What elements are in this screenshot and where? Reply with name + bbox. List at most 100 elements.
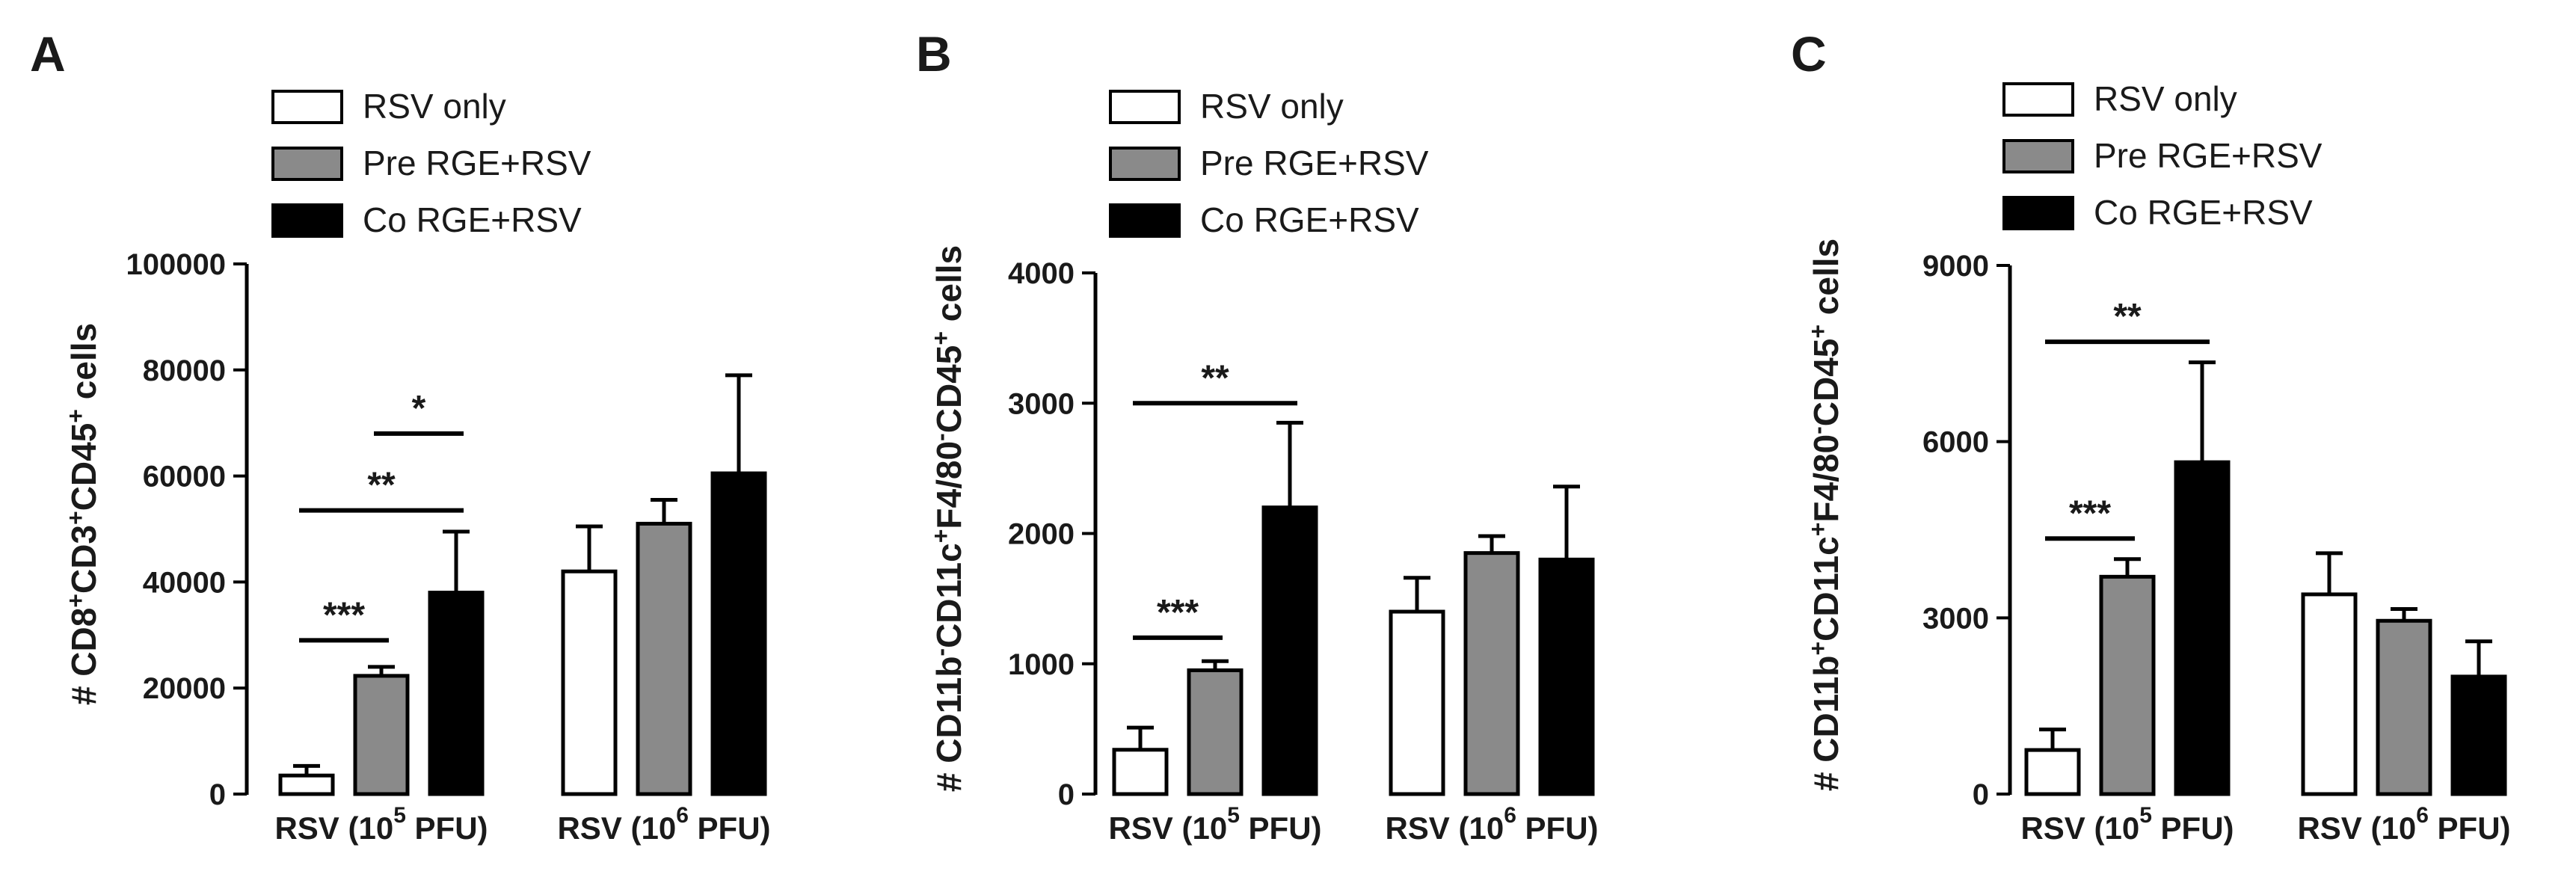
y-tick-label: 3000 — [1008, 387, 1075, 420]
legend-swatch — [1109, 147, 1181, 181]
y-axis-label-part: cells — [1807, 239, 1845, 325]
y-axis-label-part: CD45 — [64, 423, 103, 511]
bar — [561, 569, 618, 796]
bar — [636, 521, 692, 796]
y-axis-label-superscript: + — [927, 331, 954, 345]
y-tick-label: 3000 — [1922, 602, 1989, 635]
y-tick-label: 20000 — [143, 672, 226, 705]
legend-swatch — [2002, 82, 2074, 117]
y-tick-label: 2000 — [1008, 518, 1075, 551]
panel-letter: C — [1791, 26, 1827, 81]
y-axis-label-part: F4/80 — [1807, 434, 1845, 523]
legend-label: Pre RGE+RSV — [363, 144, 591, 182]
x-category-label-superscript: 5 — [393, 803, 406, 828]
legend-label: RSV only — [2094, 79, 2237, 118]
x-category-label-part: PFU) — [1240, 811, 1322, 846]
legend-swatch — [271, 90, 343, 124]
y-tick-label: 4000 — [1008, 257, 1075, 290]
x-category-label: RSV (105 PFU) — [2020, 803, 2234, 846]
x-category-label: RSV (106 PFU) — [2297, 803, 2510, 846]
y-axis-label-part: cells — [64, 323, 103, 409]
legend-swatch — [2002, 139, 2074, 173]
bar — [2024, 748, 2081, 796]
significance-label: *** — [323, 595, 365, 635]
bar — [2450, 674, 2507, 796]
legend-swatch — [1109, 203, 1181, 238]
y-axis-label-part: CD45 — [929, 345, 968, 434]
bar — [2099, 574, 2156, 796]
y-axis-label-part: CD3 — [64, 525, 103, 594]
y-tick-label: 0 — [1973, 778, 1989, 811]
y-axis-label-part: # CD11b — [1807, 656, 1845, 792]
x-category-label: RSV (105 PFU) — [1108, 803, 1321, 846]
bar — [710, 471, 767, 796]
y-axis-label-superscript: + — [1804, 325, 1831, 339]
bar — [428, 591, 485, 796]
y-tick-label: 60000 — [143, 461, 226, 493]
bar — [1538, 557, 1595, 796]
bar — [2174, 460, 2231, 796]
y-tick-label: 9000 — [1922, 250, 1989, 283]
y-tick-label: 40000 — [143, 566, 226, 599]
legend-label: Co RGE+RSV — [363, 200, 582, 239]
legend-swatch — [1109, 90, 1181, 124]
x-category-label-part: PFU) — [406, 811, 488, 846]
significance-label: ** — [367, 466, 396, 505]
significance-label: *** — [2069, 493, 2111, 533]
significance-label: *** — [1157, 593, 1199, 633]
y-axis-label-superscript: + — [927, 529, 954, 544]
y-tick-label: 0 — [209, 778, 226, 811]
y-tick-label: 80000 — [143, 354, 226, 387]
legend-label: Co RGE+RSV — [2094, 193, 2313, 232]
y-axis-label-part: CD11c — [929, 543, 968, 648]
legend-label: Pre RGE+RSV — [2094, 136, 2323, 175]
x-category-label-part: PFU) — [689, 811, 771, 846]
bar — [1112, 748, 1169, 796]
legend-swatch — [271, 147, 343, 181]
x-category-label: RSV (106 PFU) — [1385, 803, 1598, 846]
bar — [278, 773, 335, 796]
y-tick-label: 6000 — [1922, 426, 1989, 459]
x-category-label: RSV (105 PFU) — [274, 803, 488, 846]
legend-label: RSV only — [363, 87, 506, 126]
panel-c: C 0 3000 6000 9000 # CD11b+CD11c+F4/80-CD45+ … — [1791, 26, 2511, 846]
bar — [2301, 592, 2358, 796]
y-axis-label-superscript: + — [62, 409, 89, 423]
x-category-label-superscript: 5 — [2139, 803, 2152, 828]
x-category-label-part: RSV (10 — [557, 811, 676, 846]
bar — [1187, 668, 1244, 796]
x-category-label-superscript: 6 — [2416, 803, 2429, 828]
y-axis-label-part: # CD11b — [929, 656, 968, 793]
bar — [353, 674, 410, 796]
y-axis-label-part: F4/80 — [929, 441, 968, 529]
significance-label: * — [412, 389, 426, 428]
legend-label: Pre RGE+RSV — [1200, 144, 1429, 182]
bar — [2376, 618, 2432, 796]
y-axis-label: # CD11b+CD11c+F4/80-CD45+ cells — [1804, 239, 1845, 791]
y-axis-label-superscript: + — [62, 511, 89, 525]
bar — [1463, 551, 1520, 796]
x-category-label-part: PFU) — [2152, 811, 2234, 846]
panel-letter: A — [30, 26, 66, 81]
y-axis-label-superscript: + — [1804, 642, 1831, 656]
bar — [1261, 505, 1318, 796]
significance-label: ** — [2113, 297, 2142, 336]
y-axis-label-part: CD45 — [1807, 339, 1845, 427]
legend-swatch — [271, 203, 343, 238]
panel-letter: B — [916, 26, 952, 81]
bar — [1389, 609, 1445, 796]
y-axis-label-superscript: + — [62, 594, 89, 608]
y-axis-label-superscript: + — [1804, 523, 1831, 537]
y-axis-label-part: cells — [929, 245, 968, 331]
y-axis-label-part: CD11c — [1807, 536, 1845, 642]
x-category-label-part: PFU) — [2429, 811, 2511, 846]
y-tick-label: 1000 — [1008, 648, 1075, 681]
y-axis-label-superscript: - — [1804, 426, 1831, 434]
x-category-label-superscript: 6 — [676, 803, 689, 828]
y-axis-label: # CD11b-CD11c+F4/80-CD45+ cells — [927, 245, 968, 792]
y-tick-label: 0 — [1058, 778, 1075, 811]
x-category-label: RSV (106 PFU) — [557, 803, 770, 846]
